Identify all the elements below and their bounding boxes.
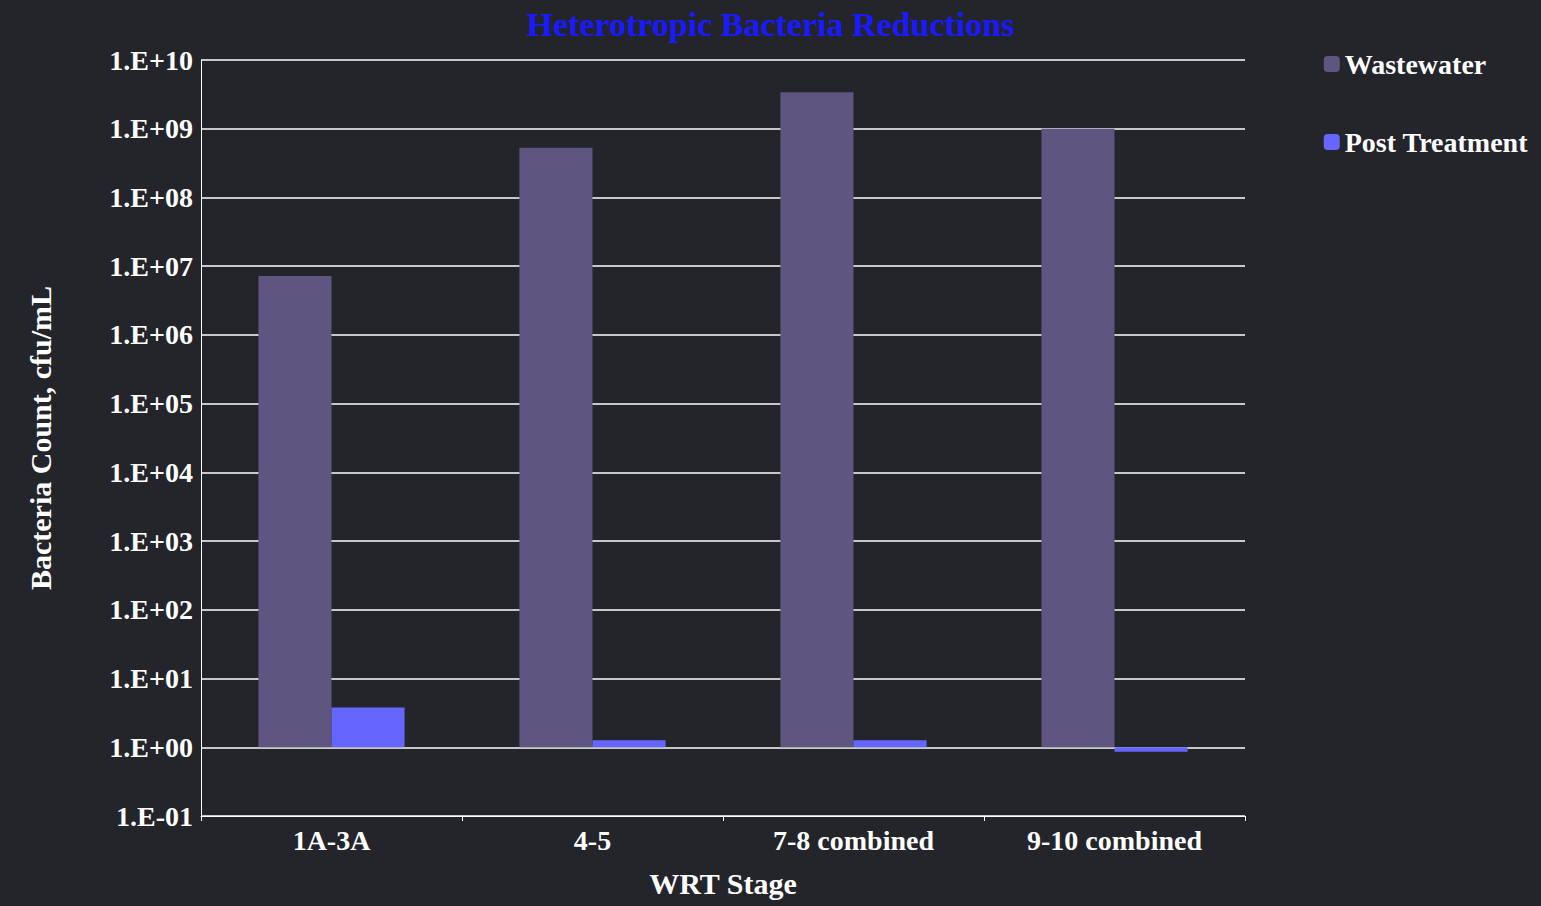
svg-text:9-10 combined: 9-10 combined bbox=[1027, 825, 1202, 856]
svg-text:1.E+05: 1.E+05 bbox=[109, 388, 193, 419]
svg-text:1.E+00: 1.E+00 bbox=[109, 732, 193, 763]
svg-text:1A-3A: 1A-3A bbox=[293, 825, 372, 856]
svg-text:Wastewater: Wastewater bbox=[1345, 49, 1487, 80]
svg-text:4-5: 4-5 bbox=[574, 825, 611, 856]
svg-text:1.E+06: 1.E+06 bbox=[109, 319, 193, 350]
svg-text:1.E+04: 1.E+04 bbox=[109, 457, 193, 488]
svg-text:1.E+01: 1.E+01 bbox=[109, 663, 193, 694]
svg-text:Heterotropic Bacteria Reductio: Heterotropic Bacteria Reductions bbox=[527, 6, 1015, 43]
svg-text:Bacteria Count, cfu/mL: Bacteria Count, cfu/mL bbox=[24, 286, 57, 590]
svg-text:1.E+02: 1.E+02 bbox=[109, 594, 193, 625]
svg-text:1.E+10: 1.E+10 bbox=[109, 45, 193, 76]
svg-text:7-8 combined: 7-8 combined bbox=[773, 825, 934, 856]
svg-text:WRT Stage: WRT Stage bbox=[649, 867, 797, 900]
svg-text:Post Treatment: Post Treatment bbox=[1345, 127, 1528, 158]
svg-text:1.E+08: 1.E+08 bbox=[109, 182, 193, 213]
svg-text:1.E+03: 1.E+03 bbox=[109, 526, 193, 557]
svg-text:1.E+09: 1.E+09 bbox=[109, 113, 193, 144]
svg-text:1.E+07: 1.E+07 bbox=[109, 251, 193, 282]
svg-text:1.E-01: 1.E-01 bbox=[116, 801, 193, 832]
